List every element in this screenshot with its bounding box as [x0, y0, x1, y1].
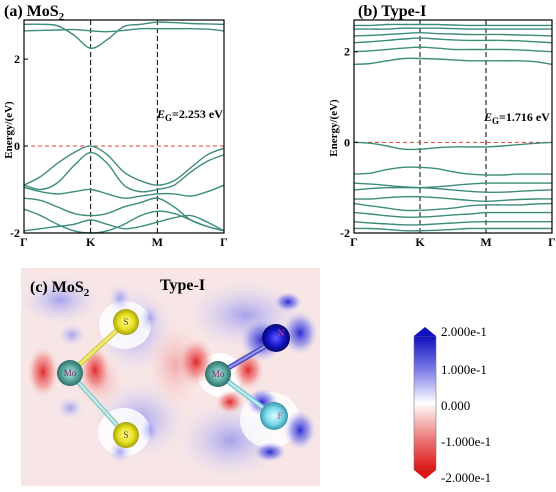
band-line [353, 186, 553, 194]
band-line [353, 23, 552, 27]
atom-f [260, 402, 288, 430]
band-line [353, 182, 552, 189]
band-line [23, 184, 225, 199]
colorbar-label: -1.000e-1 [441, 434, 491, 449]
atom-label: Mo [64, 368, 77, 378]
x-tick-label: Γ [20, 235, 28, 249]
x-tick-label: Γ [350, 235, 358, 249]
panel-a-title: (a) MoS2 [4, 3, 65, 23]
panel-a-plot: -2 0 2 Γ K M Γ [10, 19, 228, 249]
atom-s-top [113, 309, 139, 335]
y-tick-label: -2 [340, 226, 350, 240]
panel-b-plot: -2 0 2 Γ K M Γ [340, 19, 556, 249]
panel-b: (b) Type-I Energy/(eV) -2 0 2 Γ K M Γ EG=1.716… [328, 3, 556, 249]
panel-a-ylabel: Energy/(eV) [3, 101, 15, 159]
band-line [23, 27, 225, 33]
atom-n [262, 324, 290, 352]
band-line [23, 145, 225, 186]
band-line [353, 202, 553, 212]
band-line [353, 227, 552, 232]
band-line [353, 166, 552, 176]
colorbar: 2.000e-1 1.000e-1 0.000 -1.000e-1 -2.000… [413, 324, 491, 485]
panel-c-title: (c) MoS2 [30, 279, 90, 299]
band-line [23, 214, 225, 232]
band-line [23, 21, 225, 50]
band-line [353, 141, 553, 151]
panel-b-title: (b) Type-I [358, 3, 426, 20]
band-line [353, 37, 553, 44]
atom-label: S [123, 317, 128, 327]
x-tick-label: Γ [548, 235, 556, 249]
atom-label: S [123, 430, 128, 440]
atom-label: Mo [212, 369, 225, 379]
panel-b-gap-label: EG=1.716 eV [483, 110, 550, 126]
x-tick-label: K [86, 235, 96, 249]
colorbar-label: -2.000e-1 [441, 470, 491, 485]
plot-frame [23, 19, 225, 234]
atoms: S Mo S Mo N F [57, 309, 290, 448]
band-line [353, 211, 552, 218]
y-tick-label: 0 [14, 139, 20, 153]
panel-a-gap-label: EG=2.253 eV [156, 107, 223, 123]
panel-c: S Mo S Mo N F (c) MoS2 Type-I 2.000e-1 1… [20, 268, 491, 486]
band-line [23, 197, 225, 232]
band-line [354, 27, 552, 30]
atom-mo-right [205, 361, 231, 387]
atom-label: N [278, 328, 285, 338]
atom-label: F [277, 411, 282, 421]
atom-mo-left [57, 360, 83, 386]
colorbar-label: 1.000e-1 [441, 362, 487, 377]
band-line [23, 151, 225, 193]
plot-frame [353, 19, 553, 234]
colorbar-label: 2.000e-1 [441, 324, 487, 339]
y-tick-label: -2 [10, 226, 20, 240]
band-line [353, 46, 553, 53]
colorbar-bottom-arrow [414, 470, 436, 479]
y-tick-label: 2 [344, 45, 350, 59]
y-tick-label: 2 [14, 52, 20, 66]
panel-a: (a) MoS2 Energy/(eV) -2 0 2 Γ K M Γ EG=2.253 e… [3, 3, 228, 249]
colorbar-label: 0.000 [441, 398, 470, 413]
x-tick-label: M [480, 235, 491, 249]
panel-b-ylabel: Energy/(eV) [328, 99, 340, 157]
band-line [353, 220, 552, 226]
band-line [23, 208, 225, 234]
atom-s-bottom [113, 422, 139, 448]
colorbar-top-arrow [414, 327, 436, 336]
colorbar-gradient [413, 335, 437, 471]
band-line [353, 195, 553, 203]
band-line [353, 31, 553, 37]
band-line [353, 57, 553, 66]
x-tick-label: K [415, 235, 425, 249]
x-tick-label: M [152, 235, 163, 249]
x-tick-label: Γ [220, 235, 228, 249]
panel-c-title-right: Type-I [160, 277, 205, 294]
y-tick-label: 0 [344, 135, 350, 149]
